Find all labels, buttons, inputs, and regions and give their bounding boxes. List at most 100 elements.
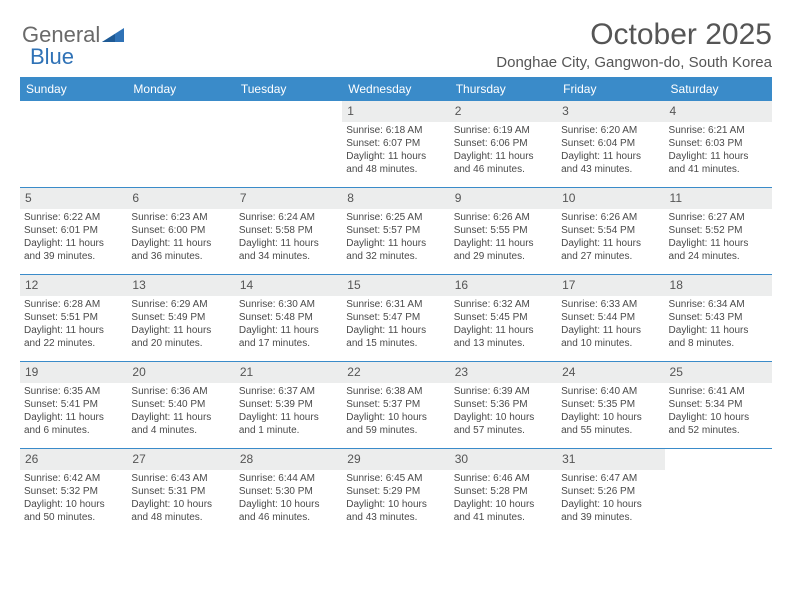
sunrise-text: Sunrise: 6:35 AM <box>24 386 123 399</box>
sunrise-text: Sunrise: 6:25 AM <box>346 212 445 225</box>
day-cell: 2Sunrise: 6:19 AMSunset: 6:06 PMDaylight… <box>450 101 557 187</box>
sunrise-text: Sunrise: 6:26 AM <box>561 212 660 225</box>
brand-logo: General Blue <box>22 22 124 48</box>
day-number: 28 <box>235 449 342 470</box>
calendar: Sunday Monday Tuesday Wednesday Thursday… <box>20 77 772 535</box>
daylight-text: and 34 minutes. <box>239 251 338 264</box>
sunrise-text: Sunrise: 6:18 AM <box>346 125 445 138</box>
weekday-header: Sunday Monday Tuesday Wednesday Thursday… <box>20 77 772 101</box>
daylight-text: Daylight: 10 hours <box>239 499 338 512</box>
day-cell: 26 Sunrise: 6:42 AMSunset: 5:32 PMDayligh… <box>20 449 127 535</box>
location-subtitle: Donghae City, Gangwon-do, South Korea <box>20 54 772 71</box>
day-number: 8 <box>342 188 449 209</box>
day-number: 26 <box>20 449 127 470</box>
day-cell: 6Sunrise: 6:23 AMSunset: 6:00 PMDaylight… <box>127 188 234 274</box>
weekday-mon: Monday <box>127 77 234 101</box>
sunset-text: Sunset: 5:40 PM <box>131 399 230 412</box>
daylight-text: Daylight: 10 hours <box>346 499 445 512</box>
sunset-text: Sunset: 5:48 PM <box>239 312 338 325</box>
sunset-text: Sunset: 6:01 PM <box>24 225 123 238</box>
sunset-text: Sunset: 5:52 PM <box>669 225 768 238</box>
weekday-thu: Thursday <box>450 77 557 101</box>
day-number: 2 <box>450 101 557 122</box>
sunset-text: Sunset: 5:34 PM <box>669 399 768 412</box>
sunset-text: Sunset: 5:32 PM <box>24 486 123 499</box>
day-number: 31 <box>557 449 664 470</box>
daylight-text: Daylight: 11 hours <box>561 325 660 338</box>
daylight-text: and 15 minutes. <box>346 338 445 351</box>
daylight-text: Daylight: 10 hours <box>131 499 230 512</box>
daylight-text: and 43 minutes. <box>346 512 445 525</box>
daylight-text: and 22 minutes. <box>24 338 123 351</box>
day-cell: 3Sunrise: 6:20 AMSunset: 6:04 PMDaylight… <box>557 101 664 187</box>
weekday-tue: Tuesday <box>235 77 342 101</box>
daylight-text: and 57 minutes. <box>454 425 553 438</box>
page-title: October 2025 <box>20 18 772 52</box>
day-number: 5 <box>20 188 127 209</box>
daylight-text: Daylight: 11 hours <box>131 412 230 425</box>
day-cell: 10Sunrise: 6:26 AMSunset: 5:54 PMDayligh… <box>557 188 664 274</box>
day-number: 25 <box>665 362 772 383</box>
daylight-text: Daylight: 11 hours <box>131 325 230 338</box>
sunrise-text: Sunrise: 6:20 AM <box>561 125 660 138</box>
day-cell: 16Sunrise: 6:32 AMSunset: 5:45 PMDayligh… <box>450 275 557 361</box>
day-cell: 29Sunrise: 6:45 AMSunset: 5:29 PMDayligh… <box>342 449 449 535</box>
sunrise-text: Sunrise: 6:38 AM <box>346 386 445 399</box>
weekday-sun: Sunday <box>20 77 127 101</box>
sunrise-text: Sunrise: 6:30 AM <box>239 299 338 312</box>
sunset-text: Sunset: 5:29 PM <box>346 486 445 499</box>
sunset-text: Sunset: 5:37 PM <box>346 399 445 412</box>
calendar-body: 1Sunrise: 6:18 AMSunset: 6:07 PMDaylight… <box>20 101 772 535</box>
title-block: October 2025 Donghae City, Gangwon-do, S… <box>20 18 772 71</box>
day-cell: 22Sunrise: 6:38 AMSunset: 5:37 PMDayligh… <box>342 362 449 448</box>
weekday-wed: Wednesday <box>342 77 449 101</box>
sunrise-text: Sunrise: 6:42 AM <box>24 473 123 486</box>
sunrise-text: Sunrise: 6:40 AM <box>561 386 660 399</box>
day-cell: 30Sunrise: 6:46 AMSunset: 5:28 PMDayligh… <box>450 449 557 535</box>
daylight-text: and 39 minutes. <box>561 512 660 525</box>
sunset-text: Sunset: 5:47 PM <box>346 312 445 325</box>
day-number: 19 <box>20 362 127 383</box>
day-number: 3 <box>557 101 664 122</box>
daylight-text: Daylight: 10 hours <box>454 412 553 425</box>
daylight-text: Daylight: 10 hours <box>24 499 123 512</box>
day-cell: 7Sunrise: 6:24 AMSunset: 5:58 PMDaylight… <box>235 188 342 274</box>
sunrise-text: Sunrise: 6:23 AM <box>131 212 230 225</box>
sunrise-text: Sunrise: 6:32 AM <box>454 299 553 312</box>
daylight-text: and 8 minutes. <box>669 338 768 351</box>
day-cell: 15Sunrise: 6:31 AMSunset: 5:47 PMDayligh… <box>342 275 449 361</box>
daylight-text: and 4 minutes. <box>131 425 230 438</box>
daylight-text: Daylight: 11 hours <box>131 238 230 251</box>
day-cell: 13Sunrise: 6:29 AMSunset: 5:49 PMDayligh… <box>127 275 234 361</box>
sunset-text: Sunset: 5:26 PM <box>561 486 660 499</box>
day-number: 27 <box>127 449 234 470</box>
day-cell <box>235 101 342 187</box>
daylight-text: and 17 minutes. <box>239 338 338 351</box>
daylight-text: and 41 minutes. <box>669 164 768 177</box>
day-number: 9 <box>450 188 557 209</box>
day-cell: 27Sunrise: 6:43 AMSunset: 5:31 PMDayligh… <box>127 449 234 535</box>
daylight-text: Daylight: 11 hours <box>561 151 660 164</box>
daylight-text: Daylight: 11 hours <box>454 238 553 251</box>
day-number: 14 <box>235 275 342 296</box>
daylight-text: Daylight: 10 hours <box>561 499 660 512</box>
day-cell: 14Sunrise: 6:30 AMSunset: 5:48 PMDayligh… <box>235 275 342 361</box>
day-number: 4 <box>665 101 772 122</box>
sunset-text: Sunset: 5:44 PM <box>561 312 660 325</box>
brand-part2: Blue <box>30 44 74 69</box>
sunset-text: Sunset: 5:39 PM <box>239 399 338 412</box>
daylight-text: and 43 minutes. <box>561 164 660 177</box>
sunset-text: Sunset: 5:43 PM <box>669 312 768 325</box>
day-number: 18 <box>665 275 772 296</box>
day-cell <box>20 101 127 187</box>
day-cell: 19Sunrise: 6:35 AMSunset: 5:41 PMDayligh… <box>20 362 127 448</box>
day-cell: 1Sunrise: 6:18 AMSunset: 6:07 PMDaylight… <box>342 101 449 187</box>
day-cell: 17Sunrise: 6:33 AMSunset: 5:44 PMDayligh… <box>557 275 664 361</box>
daylight-text: Daylight: 10 hours <box>561 412 660 425</box>
daylight-text: and 36 minutes. <box>131 251 230 264</box>
sunrise-text: Sunrise: 6:31 AM <box>346 299 445 312</box>
brand-triangle-icon <box>102 26 124 42</box>
daylight-text: Daylight: 11 hours <box>346 325 445 338</box>
day-number: 22 <box>342 362 449 383</box>
sunset-text: Sunset: 5:36 PM <box>454 399 553 412</box>
